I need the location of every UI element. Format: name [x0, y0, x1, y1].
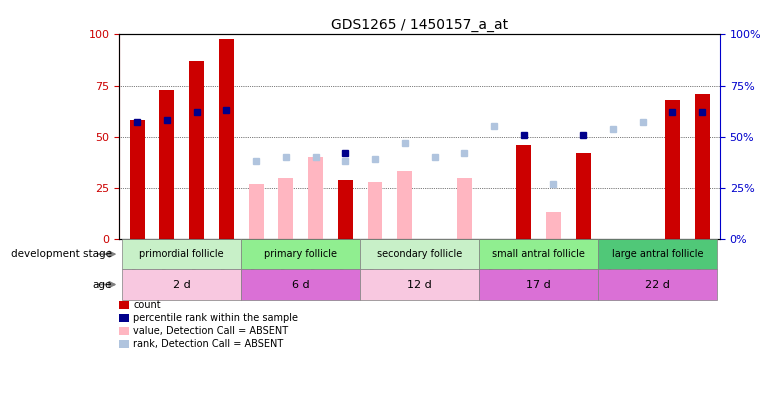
Bar — [189, 61, 204, 239]
Text: percentile rank within the sample: percentile rank within the sample — [133, 313, 298, 323]
Text: value, Detection Call = ABSENT: value, Detection Call = ABSENT — [133, 326, 288, 336]
Bar — [130, 120, 145, 239]
Text: primary follicle: primary follicle — [264, 249, 337, 259]
Bar — [598, 239, 717, 269]
Text: count: count — [133, 300, 161, 310]
Bar — [360, 239, 479, 269]
Text: 12 d: 12 d — [407, 279, 432, 290]
Bar — [122, 239, 241, 269]
Bar — [479, 269, 598, 300]
Text: secondary follicle: secondary follicle — [377, 249, 462, 259]
Bar — [598, 269, 717, 300]
Bar — [695, 94, 709, 239]
Text: age: age — [92, 279, 112, 290]
Bar — [241, 239, 360, 269]
Bar — [279, 177, 293, 239]
Text: rank, Detection Call = ABSENT: rank, Detection Call = ABSENT — [133, 339, 283, 349]
Text: 6 d: 6 d — [292, 279, 310, 290]
Text: 2 d: 2 d — [173, 279, 191, 290]
Text: 22 d: 22 d — [645, 279, 670, 290]
Text: large antral follicle: large antral follicle — [611, 249, 703, 259]
Bar — [457, 177, 472, 239]
Bar — [338, 180, 353, 239]
Text: small antral follicle: small antral follicle — [492, 249, 585, 259]
Bar — [516, 145, 531, 239]
Bar — [308, 157, 323, 239]
Bar — [241, 269, 360, 300]
Text: development stage: development stage — [11, 249, 112, 259]
Bar — [367, 182, 383, 239]
Bar — [665, 100, 680, 239]
Bar — [546, 212, 561, 239]
Bar — [122, 269, 241, 300]
Bar — [479, 239, 598, 269]
Bar — [249, 184, 263, 239]
Bar — [159, 90, 174, 239]
Title: GDS1265 / 1450157_a_at: GDS1265 / 1450157_a_at — [331, 18, 508, 32]
Bar — [397, 171, 412, 239]
Bar — [360, 269, 479, 300]
Text: 17 d: 17 d — [526, 279, 551, 290]
Text: primordial follicle: primordial follicle — [139, 249, 224, 259]
Bar — [576, 153, 591, 239]
Bar — [219, 38, 234, 239]
